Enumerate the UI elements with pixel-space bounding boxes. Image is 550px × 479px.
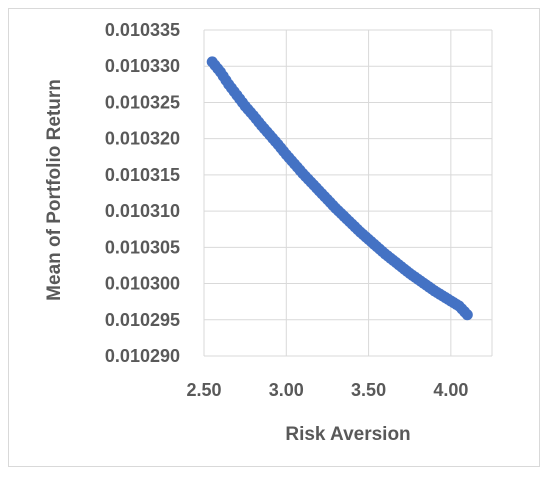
y-tick-label: 0.010310 [105,201,180,221]
y-axis-ticks: 0.010290 0.010295 0.010300 0.010305 0.010310… [105,20,180,366]
y-tick-label: 0.010315 [105,165,180,185]
y-tick-label: 0.010320 [105,129,180,149]
y-tick-label: 0.010325 [105,92,180,112]
y-tick-label: 0.010295 [105,310,180,330]
x-tick-label: 3.50 [351,380,386,400]
x-tick-label: 2.50 [186,380,221,400]
y-tick-label: 0.010290 [105,346,180,366]
data-points [206,56,473,321]
x-tick-label: 3.00 [269,380,304,400]
y-tick-label: 0.010330 [105,56,180,76]
x-axis-ticks: 2.50 3.00 3.50 4.00 [186,380,468,400]
x-axis-title: Risk Aversion [285,424,410,445]
y-axis-title: Mean of Portfolio Return [44,79,65,301]
y-tick-label: 0.010305 [105,237,180,257]
gridlines [203,29,493,357]
y-tick-label: 0.010300 [105,274,180,294]
x-tick-label: 4.00 [433,380,468,400]
y-tick-label: 0.010335 [105,20,180,40]
data-point [461,309,473,321]
